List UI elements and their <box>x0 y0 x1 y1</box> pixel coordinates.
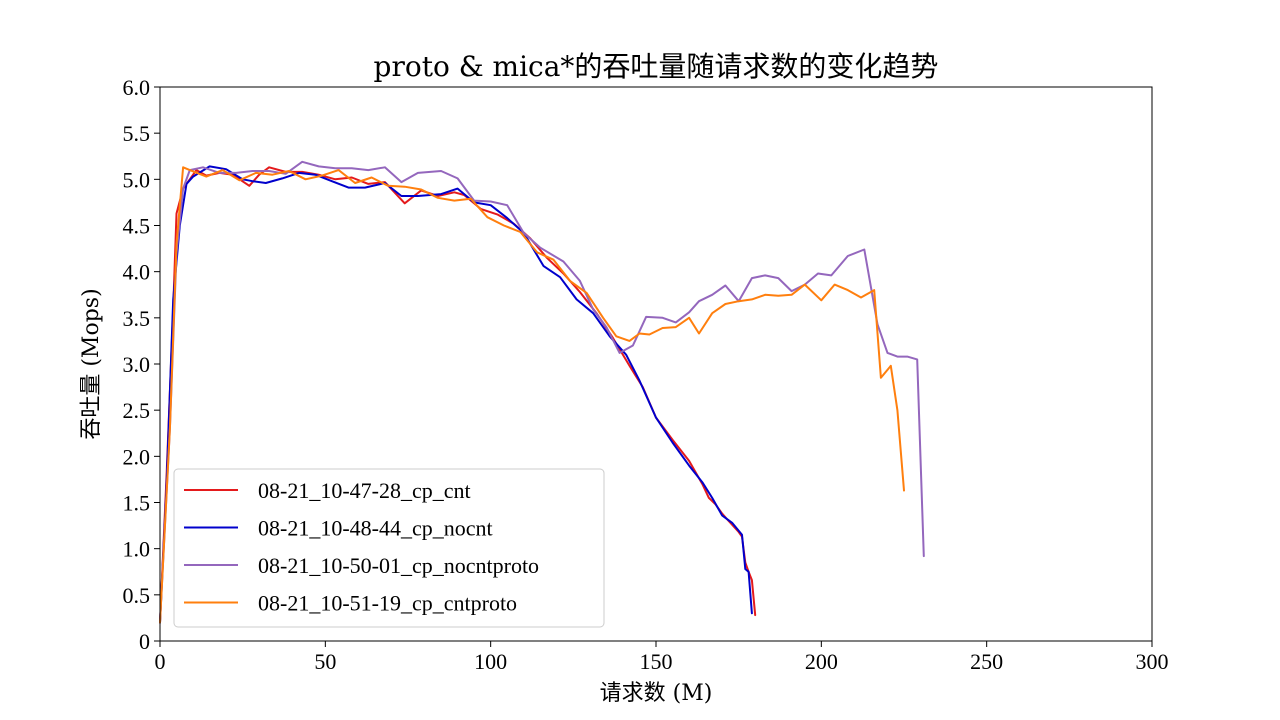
legend-box <box>173 468 605 628</box>
y-tick-label: 3.0 <box>123 352 151 377</box>
x-tick-label: 50 <box>314 649 336 674</box>
y-tick-label: 0 <box>139 629 150 654</box>
y-axis-label: 吞吐量 (Mops) <box>79 288 104 439</box>
y-tick-label: 1.0 <box>123 537 151 562</box>
y-tick-label: 4.0 <box>123 260 151 285</box>
legend: 08-21_10-47-28_cp_cnt 08-21_10-48-44_cp_n… <box>173 468 605 628</box>
x-axis-label: 请求数 (M) <box>600 681 713 706</box>
y-tick-label: 2.5 <box>123 398 151 423</box>
x-tick-label: 0 <box>155 649 166 674</box>
y-tick-label: 0.5 <box>123 583 151 608</box>
y-tick-label: 2.0 <box>123 444 151 469</box>
x-tick-label: 300 <box>1136 649 1169 674</box>
y-tick-label: 5.5 <box>123 121 151 146</box>
x-tick-label: 100 <box>474 649 507 674</box>
legend-label-4: 08-21_10-51-19_cp_cntproto <box>258 591 517 616</box>
y-tick-label: 1.5 <box>123 491 151 516</box>
legend-label-2: 08-21_10-48-44_cp_nocnt <box>258 516 493 541</box>
y-tick-label: 4.5 <box>123 214 151 239</box>
y-tick-label: 3.5 <box>123 306 151 331</box>
legend-label-3: 08-21_10-50-01_cp_nocntproto <box>258 553 539 578</box>
series-line-2 <box>159 165 753 624</box>
series-layer <box>159 160 925 624</box>
x-axis-ticks: 0 50 100 150 200 250 300 <box>155 641 1169 674</box>
x-tick-label: 150 <box>640 649 673 674</box>
y-tick-label: 5.0 <box>123 167 151 192</box>
chart-title: proto & mica*的吞吐量随请求数的变化趋势 <box>374 50 939 83</box>
legend-label-1: 08-21_10-47-28_cp_cnt <box>258 478 471 503</box>
series-line-4 <box>159 166 905 624</box>
series-line-3 <box>159 160 925 624</box>
y-axis-ticks: 0 0.5 1.0 1.5 2.0 2.5 3.0 3.5 4.0 4.5 5.0 5.5 6.0 <box>123 75 160 654</box>
y-tick-label: 6.0 <box>123 75 151 100</box>
x-tick-label: 200 <box>805 649 838 674</box>
x-tick-label: 250 <box>970 649 1003 674</box>
